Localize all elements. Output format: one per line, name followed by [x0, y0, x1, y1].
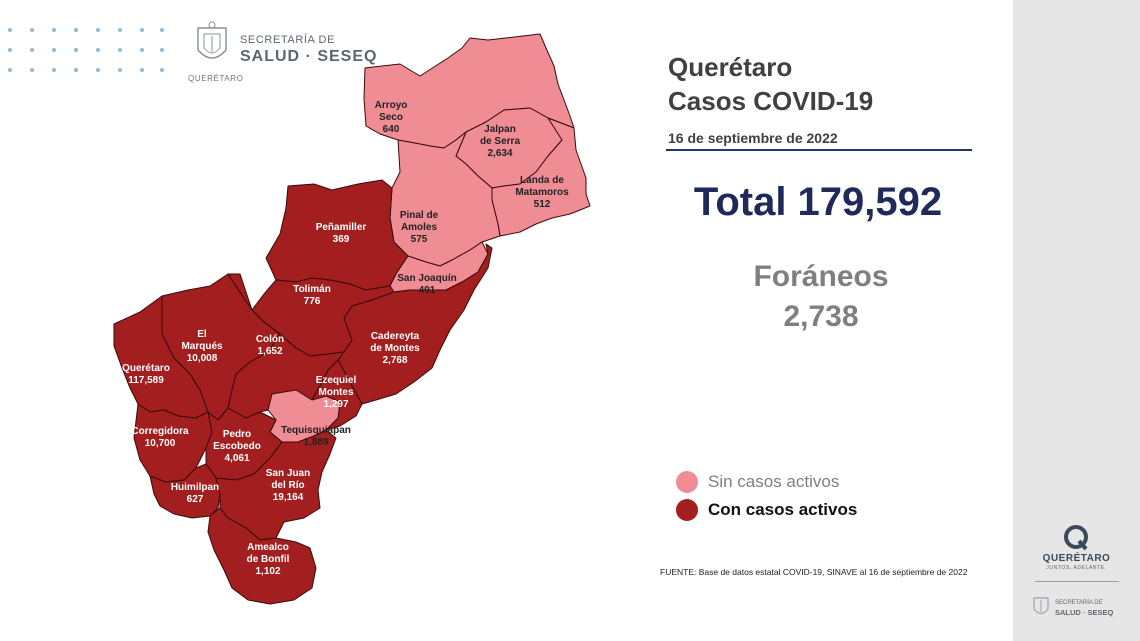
- foraneos-value: 2,738: [783, 300, 859, 333]
- legend-item-con-casos: Con casos activos: [676, 496, 857, 524]
- side-divider: [1035, 581, 1119, 582]
- page-title-state: Querétaro: [668, 52, 793, 82]
- legend-swatch-dark: [676, 499, 698, 521]
- seseq-mini-logo: SECRETARÍA DE SALUD · SESEQ: [1031, 594, 1131, 628]
- brand-name: QUERÉTARO: [1042, 553, 1111, 564]
- region-huimilpan: [149, 463, 221, 519]
- page-title-covid: Casos COVID-19: [668, 86, 874, 116]
- label-corregidora: Corregidora 10,700: [131, 426, 189, 449]
- logo-salud-text: SALUD · SESEQ: [240, 48, 378, 65]
- label-huimilpan: Huimilpan 627: [171, 482, 219, 505]
- mini-logo-salud-text: SALUD · SESEQ: [1055, 608, 1114, 617]
- label-san-joaquin: San Joaquín 491: [397, 273, 456, 296]
- label-tequisquiapan: Tequisquiapan 1,889: [281, 425, 351, 448]
- legend-label-sin-casos: Sin casos activos: [708, 472, 840, 491]
- label-san-juan-del-rio: San Juan del Río 19,164: [266, 468, 310, 503]
- legend-swatch-light: [676, 471, 698, 493]
- region-amealco: [207, 507, 317, 605]
- label-pinal: Pinal de Amoles 575: [400, 210, 439, 245]
- seseq-logo: SECRETARÍA DE SALUD · SESEQ QUERÉTARO: [188, 18, 388, 83]
- label-amealco: Amealco de Bonfil 1,102: [247, 542, 290, 577]
- label-cadereyta: Cadereyta de Montes 2,768: [370, 331, 420, 366]
- label-penamiller: Peñamiller 369: [316, 222, 367, 245]
- logo-secretaria-text: SECRETARÍA DE: [240, 34, 336, 46]
- label-ezequiel-montes: Ezequiel Montes 1,297: [316, 375, 357, 410]
- foraneos-label: Foráneos: [753, 260, 889, 293]
- region-landa: [491, 117, 591, 237]
- dot-pattern-decoration: [8, 28, 164, 72]
- mini-seal-icon: [1033, 597, 1049, 614]
- mini-logo-secretaria-text: SECRETARÍA DE: [1055, 600, 1103, 606]
- queretaro-municipalities-map: Arroyo Seco 640 Jalpan de Serra 2,634 Landa …: [113, 33, 591, 605]
- queretaro-q-icon: [1064, 525, 1088, 551]
- label-arroyo-seco: Arroyo Seco 640: [375, 100, 408, 135]
- map-legend: Sin casos activos Con casos activos: [676, 468, 857, 524]
- source-note: FUENTE: Base de datos estatal COVID-19, …: [660, 567, 968, 577]
- label-jalpan: Jalpan de Serra 2,634: [480, 124, 520, 159]
- legend-item-sin-casos: Sin casos activos: [676, 468, 857, 496]
- report-date: 16 de septiembre de 2022: [668, 130, 838, 146]
- label-queretaro: Querétaro 117,589: [122, 363, 170, 386]
- region-cadereyta: [337, 243, 493, 405]
- side-panel: QUERÉTARO JUNTOS, ADELANTE. SECRETARÍA D…: [1013, 0, 1140, 641]
- logo-state-text: QUERÉTARO: [188, 74, 244, 83]
- state-seal-icon: [197, 21, 227, 59]
- label-landa: Landa de Matamoros 512: [515, 175, 569, 210]
- label-toliman: Tolimán 776: [293, 284, 331, 307]
- label-colon: Colón 1,652: [256, 334, 284, 357]
- title-divider: [666, 149, 972, 151]
- total-cases: Total 179,592: [693, 180, 943, 224]
- label-pedro-escobedo: Pedro Escobedo 4,061: [213, 429, 261, 464]
- legend-label-con-casos: Con casos activos: [708, 500, 858, 519]
- brand-tagline: JUNTOS, ADELANTE.: [1046, 565, 1107, 571]
- label-el-marques: El Marqués 10,008: [181, 329, 223, 364]
